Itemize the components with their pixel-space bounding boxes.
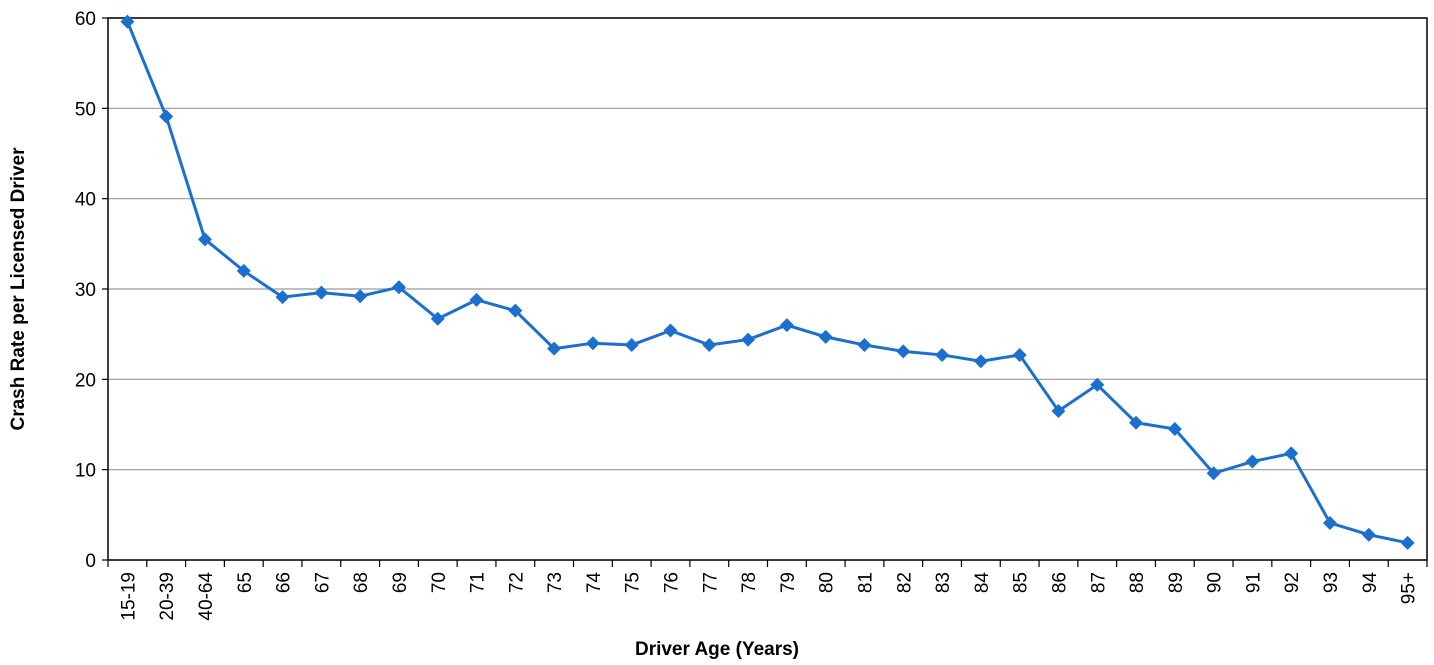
marker	[508, 303, 523, 318]
x-tick-label: 15-19	[118, 572, 139, 621]
y-tick-label: 40	[75, 190, 96, 211]
marker	[1206, 466, 1221, 481]
marker	[973, 354, 988, 369]
marker	[547, 341, 562, 356]
x-tick-label: 76	[662, 572, 683, 593]
x-tick-label: 66	[274, 572, 295, 593]
x-tick-label: 92	[1282, 572, 1303, 593]
x-tick-label: 75	[623, 572, 644, 593]
x-tick-label: 85	[1011, 572, 1032, 593]
line	[126, 21, 1408, 545]
x-tick-label: 69	[390, 572, 411, 593]
marker	[391, 280, 406, 295]
marker	[585, 336, 600, 351]
y-tick-label: 50	[75, 99, 96, 120]
marker	[197, 232, 212, 247]
x-tick-label: 78	[739, 572, 760, 593]
x-tick-label: 70	[429, 572, 450, 593]
x-tick-label: 40-64	[196, 572, 217, 621]
marker	[1400, 535, 1415, 550]
y-tick-label: 60	[75, 9, 96, 30]
marker	[702, 338, 717, 353]
marker	[1129, 415, 1144, 430]
marker	[935, 347, 950, 362]
x-tick-label: 86	[1049, 572, 1070, 593]
marker	[896, 344, 911, 359]
y-tick-label: 10	[75, 461, 96, 482]
x-tick-label: 88	[1127, 572, 1148, 593]
x-tick-label: 89	[1166, 572, 1187, 593]
x-tick-label: 94	[1360, 572, 1381, 594]
marker	[741, 332, 756, 347]
marker	[1012, 347, 1027, 362]
marker	[1323, 515, 1338, 530]
marker	[1284, 446, 1299, 461]
marker	[353, 289, 368, 304]
marker	[430, 311, 445, 326]
x-tick-label: 67	[312, 572, 333, 593]
x-tick-label: 74	[584, 572, 605, 594]
marker	[120, 14, 135, 29]
marker	[275, 290, 290, 305]
y-tick-label: 0	[85, 551, 96, 572]
x-tick-label: 84	[972, 572, 993, 594]
x-tick-label: 65	[235, 572, 256, 593]
marker	[159, 109, 174, 124]
marker	[818, 329, 833, 344]
x-tick-label: 87	[1088, 572, 1109, 593]
x-tick-label: 82	[894, 572, 915, 593]
x-tick-label: 73	[545, 572, 566, 593]
x-tick-label: 93	[1321, 572, 1342, 593]
x-tick-label: 81	[855, 572, 876, 593]
x-tick-label: 90	[1205, 572, 1226, 593]
x-axis-title: Driver Age (Years)	[635, 639, 799, 660]
marker	[663, 323, 678, 338]
x-tick-label: 95+	[1399, 572, 1420, 604]
marker	[779, 318, 794, 333]
marker	[624, 338, 639, 353]
marker	[314, 285, 329, 300]
x-tick-label: 91	[1243, 572, 1264, 593]
marker	[1245, 454, 1260, 469]
x-tick-label: 20-39	[157, 572, 178, 621]
x-tick-label: 68	[351, 572, 372, 593]
marker	[1051, 403, 1066, 418]
x-tick-label: 80	[817, 572, 838, 593]
x-tick-label: 71	[468, 572, 489, 593]
y-tick-label: 20	[75, 370, 96, 391]
marker	[857, 338, 872, 353]
x-tick-label: 72	[506, 572, 527, 593]
y-tick-label: 30	[75, 280, 96, 301]
marker	[469, 292, 484, 307]
x-tick-label: 83	[933, 572, 954, 593]
x-tick-label: 77	[700, 572, 721, 593]
x-tick-label: 79	[778, 572, 799, 593]
marker	[1167, 422, 1182, 437]
marker	[236, 263, 251, 278]
y-axis-title: Crash Rate per Licensed Driver	[8, 147, 29, 431]
marker	[1361, 527, 1376, 542]
marker	[1090, 377, 1105, 392]
